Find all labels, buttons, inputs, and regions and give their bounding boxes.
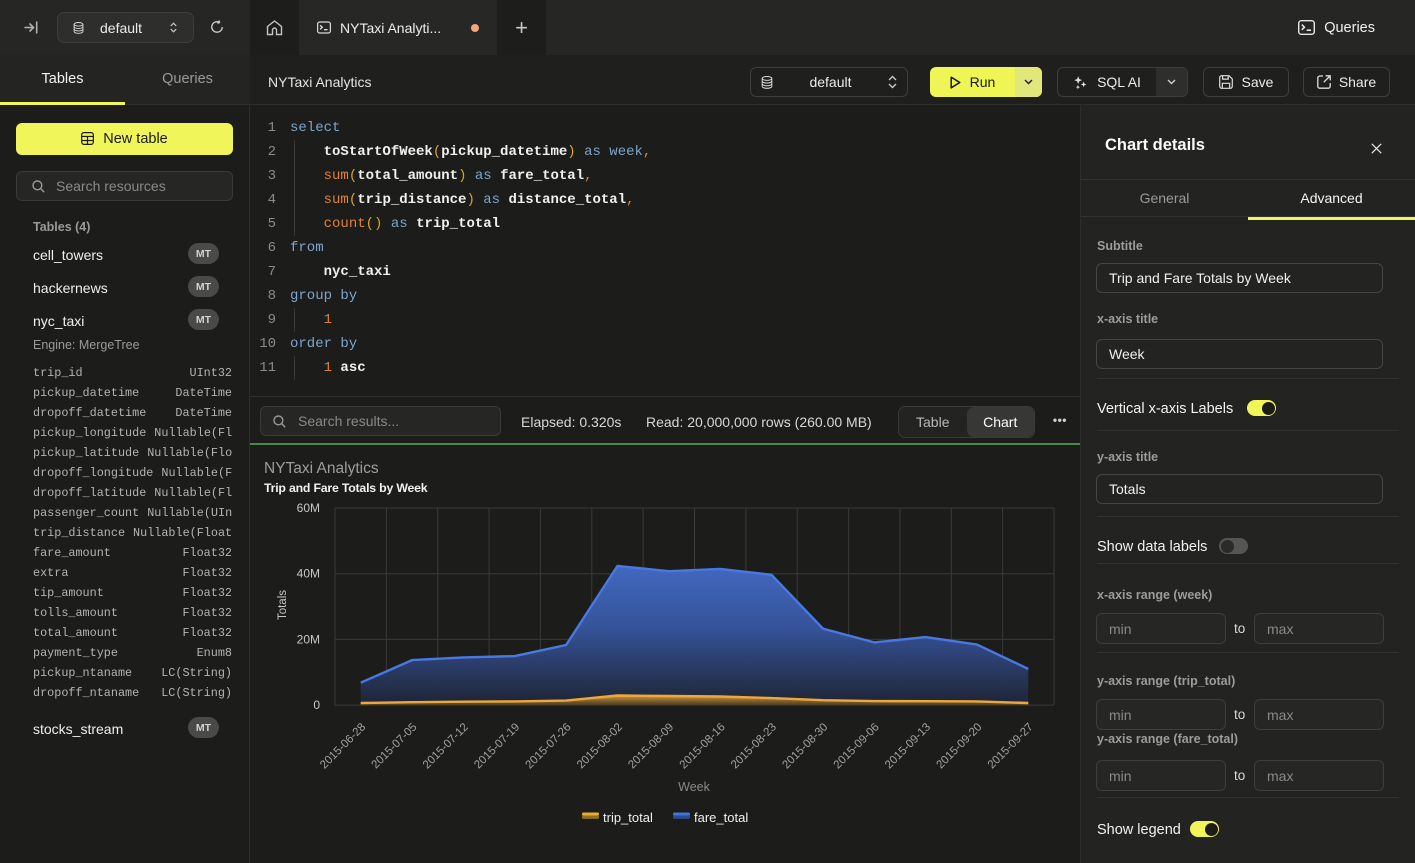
- svg-text:2015-08-02: 2015-08-02: [575, 721, 625, 771]
- svg-text:2015-08-23: 2015-08-23: [729, 721, 779, 771]
- svg-text:2015-07-19: 2015-07-19: [472, 721, 522, 771]
- svg-text:Totals: Totals: [277, 590, 289, 620]
- svg-text:40M: 40M: [297, 567, 320, 581]
- svg-text:60M: 60M: [297, 501, 320, 515]
- svg-text:2015-08-16: 2015-08-16: [678, 721, 728, 771]
- svg-text:2015-07-26: 2015-07-26: [524, 721, 574, 771]
- svg-text:2015-06-28: 2015-06-28: [318, 721, 368, 771]
- svg-text:fare_total: fare_total: [694, 810, 748, 825]
- svg-text:2015-09-13: 2015-09-13: [883, 721, 933, 771]
- svg-text:0: 0: [313, 698, 320, 712]
- svg-text:NYTaxi Analytics: NYTaxi Analytics: [264, 460, 379, 477]
- svg-text:2015-09-06: 2015-09-06: [832, 721, 882, 771]
- svg-text:2015-09-20: 2015-09-20: [934, 721, 984, 771]
- svg-text:Week: Week: [678, 780, 710, 794]
- svg-text:2015-08-09: 2015-08-09: [626, 721, 676, 771]
- svg-text:2015-07-05: 2015-07-05: [369, 721, 419, 771]
- svg-text:20M: 20M: [297, 632, 320, 646]
- svg-text:trip_total: trip_total: [603, 810, 653, 825]
- svg-text:2015-07-12: 2015-07-12: [421, 721, 471, 771]
- svg-text:2015-09-27: 2015-09-27: [986, 721, 1036, 771]
- svg-text:Trip and Fare Totals by Week: Trip and Fare Totals by Week: [264, 481, 428, 495]
- svg-text:2015-08-30: 2015-08-30: [780, 721, 830, 771]
